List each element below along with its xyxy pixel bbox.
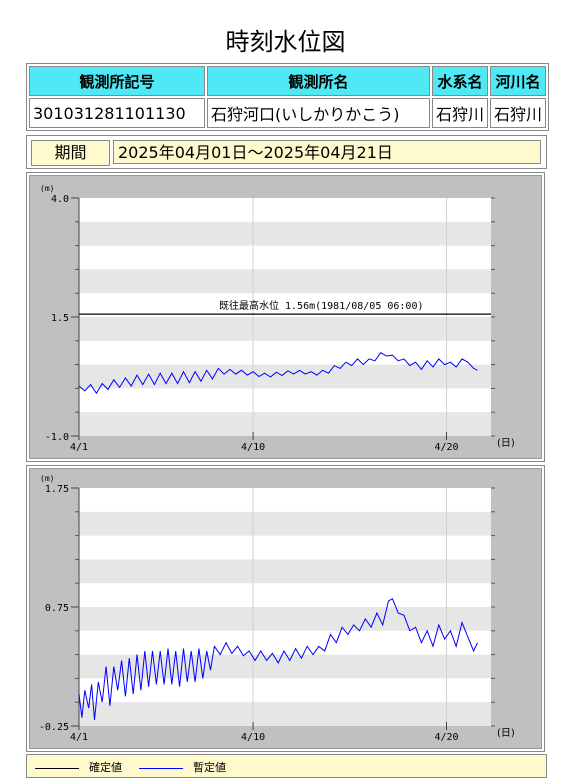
grid-band	[79, 559, 491, 584]
river-name: 石狩川	[490, 98, 547, 128]
grid-band	[79, 221, 491, 246]
y-tick-label: -1.0	[45, 432, 69, 443]
y-tick-label: 4.0	[51, 194, 69, 205]
period-label: 期間	[31, 140, 110, 166]
grid-band	[79, 654, 491, 679]
reference-line-label: 既往最高水位 1.56m(1981/08/05 06:00)	[219, 299, 424, 312]
y-tick-label: 1.5	[51, 313, 69, 324]
x-tick-label: 4/1	[70, 442, 88, 453]
x-tick-label: 4/10	[241, 442, 265, 453]
grid-band	[79, 607, 491, 631]
legend-confirmed: 確定値	[35, 759, 122, 775]
legend-provisional-line	[139, 767, 183, 769]
period-box: 期間 2025年04月01日～2025年04月21日	[26, 135, 547, 169]
x-tick-label: 4/20	[434, 732, 458, 743]
y-tick-label: 1.75	[45, 484, 69, 495]
station-name-header: 観測所名	[207, 66, 430, 96]
x-unit-label: (日)	[497, 438, 515, 449]
x-unit-label: (日)	[497, 728, 515, 739]
series-line-provisional	[78, 352, 478, 395]
chart-1: -1.0 1.5 4.0(m) 4/1 4/10 4/20 (日) 既往最高水位 1.56m(…	[26, 172, 545, 462]
legend-confirmed-line	[35, 767, 79, 769]
grid-band	[79, 317, 491, 341]
legend-provisional-label: 暫定値	[193, 761, 226, 774]
x-tick-label: 4/10	[241, 732, 265, 743]
station-info-table: 観測所記号 観測所名 水系名 河川名 301031281101130 石狩河口(…	[26, 63, 550, 131]
station-value-row: 301031281101130 石狩河口(いしかりかこう) 石狩川 石狩川	[29, 98, 547, 128]
water-system: 石狩川	[432, 98, 489, 128]
station-code-header: 観測所記号	[29, 66, 205, 96]
period-value: 2025年04月01日～2025年04月21日	[113, 140, 541, 164]
x-tick-label: 4/20	[434, 442, 458, 453]
grid-band	[79, 412, 491, 436]
y-unit-label: (m)	[40, 474, 54, 483]
water-system-header: 水系名	[432, 66, 489, 96]
water-level-charts: -1.01.54.0(m)4/1 4/10 4/20 (日)既往最高水位 1.56m(…	[26, 172, 545, 752]
legend-provisional: 暫定値	[139, 759, 226, 775]
y-tick-label: -0.25	[39, 722, 69, 733]
x-tick-label: 4/1	[70, 732, 88, 743]
page-title: 時刻水位図	[225, 28, 346, 56]
grid-band	[79, 702, 491, 726]
river-name-header: 河川名	[490, 66, 547, 96]
station-code: 301031281101130	[29, 98, 205, 128]
legend: 確定値 暫定値	[26, 754, 547, 778]
grid-band	[79, 364, 491, 389]
legend-confirmed-label: 確定値	[89, 761, 122, 774]
station-header-row: 観測所記号 観測所名 水系名 河川名	[29, 66, 547, 96]
y-unit-label: (m)	[40, 184, 54, 193]
y-tick-label: 0.75	[45, 603, 69, 614]
series-line-provisional	[78, 597, 478, 721]
station-name: 石狩河口(いしかりかこう)	[207, 98, 430, 128]
grid-band	[79, 511, 491, 536]
chart-2: -0.25 0.75 1.75(m) 4/1 4/10 4/20 (日)	[26, 465, 545, 752]
grid-band	[79, 269, 491, 294]
